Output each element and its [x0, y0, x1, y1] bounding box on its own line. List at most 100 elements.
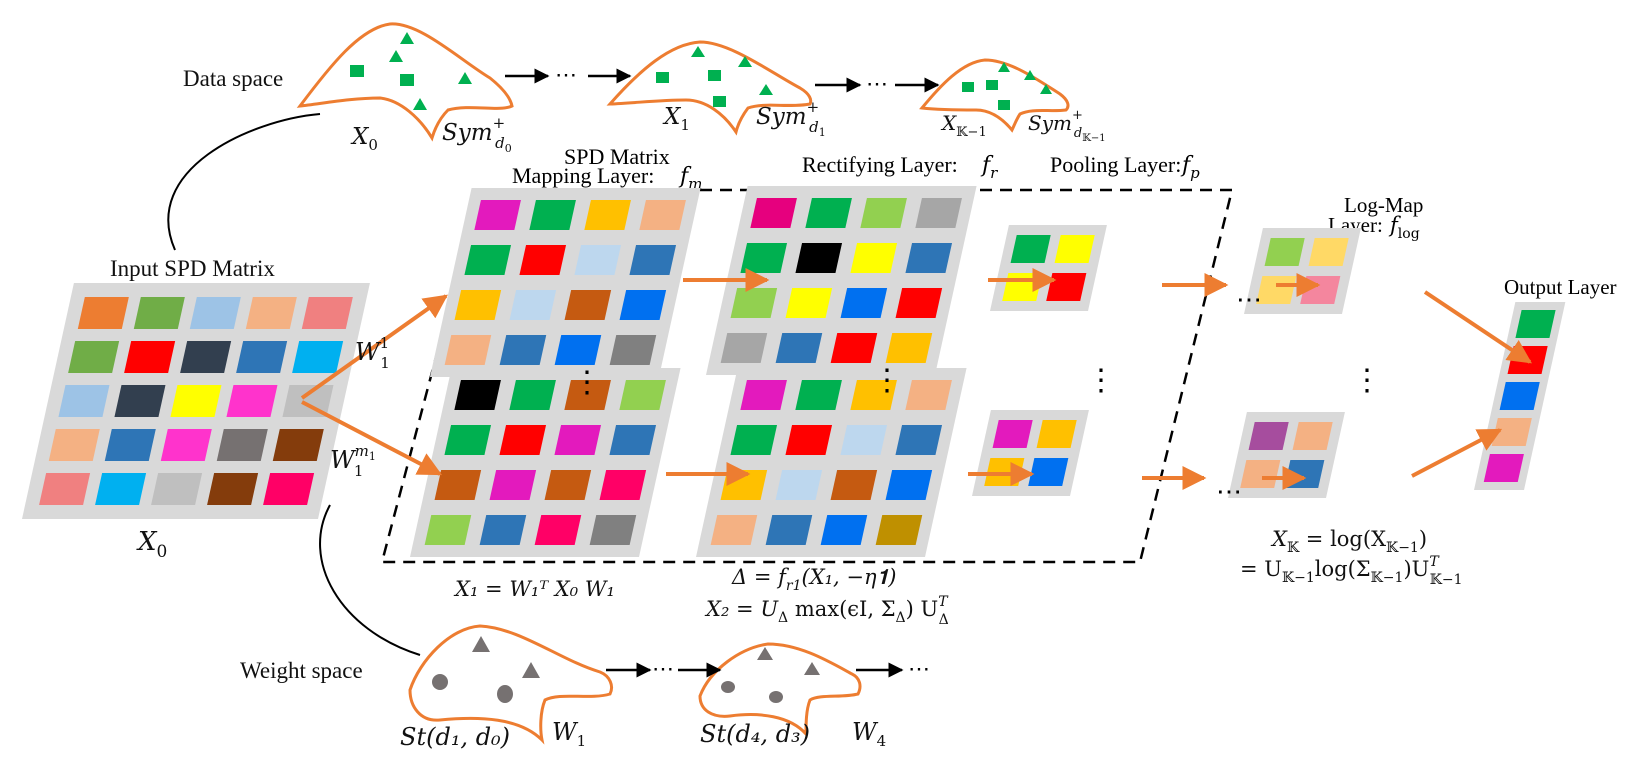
- label-x1-top: X1: [662, 104, 690, 134]
- equation-rectify-1: Δ = fr1(X₁, −η𝟏): [731, 565, 896, 594]
- arrow-logmap-bottom-to-output: [1411, 428, 1503, 478]
- manifold-outline: [919, 58, 1070, 133]
- matrix-panel-background: [706, 186, 977, 375]
- matrix-panel-background: [410, 368, 681, 557]
- matrix-log-bottom: [1228, 412, 1345, 498]
- output-layer-label: Output Layer: [1504, 275, 1617, 299]
- matrix-cell: [639, 200, 686, 230]
- triangle-icon: [804, 662, 820, 675]
- matrix-cell: [104, 429, 156, 461]
- matrix-panels: [22, 186, 1566, 557]
- matrix-cell: [599, 470, 647, 500]
- matrix-cell: [474, 200, 521, 230]
- matrix-cell: [1256, 276, 1297, 304]
- spd-mapping-label-line2: Mapping Layer:: [512, 163, 654, 188]
- matrix-cell: [434, 470, 482, 500]
- matrix-cell: [77, 297, 129, 329]
- square-icon: [400, 74, 414, 86]
- matrix-cell: [1028, 458, 1069, 486]
- label-w1-weight: W1: [552, 718, 586, 750]
- label-sym-dk1: Sym+ d𝕂−1: [1028, 108, 1106, 144]
- matrix-cell: [609, 425, 657, 455]
- matrix-cell: [444, 425, 492, 455]
- matrix-cell: [730, 425, 778, 455]
- matrix-cell: [1264, 238, 1305, 266]
- matrix-pool-bottom: [972, 410, 1089, 496]
- matrix-cell: [875, 515, 923, 545]
- matrix-cell: [830, 333, 878, 363]
- label-xk1-top: X𝕂−1: [940, 111, 987, 140]
- data-space-label: Data space: [183, 66, 283, 91]
- fr-label: fr: [980, 153, 998, 182]
- matrix-cell: [534, 515, 582, 545]
- weight-space-connector: [319, 504, 421, 656]
- matrix-cell: [1284, 460, 1325, 488]
- matrix-cell: [464, 245, 512, 275]
- matrix-cell: [740, 380, 787, 410]
- matrix-map-top: [430, 188, 701, 377]
- triangle-icon: [1024, 70, 1036, 80]
- matrix-cell: [885, 333, 933, 363]
- flow-ellipsis-bottom: ⋯: [1216, 477, 1242, 506]
- label-sym-d0: Sym+ d0: [442, 114, 512, 155]
- logmap-label-line1: Log-Map: [1344, 193, 1423, 217]
- matrix-cell: [454, 380, 501, 410]
- matrix-cell: [795, 380, 842, 410]
- matrix-cell: [68, 341, 120, 373]
- matrix-cell: [499, 335, 547, 365]
- flow-ellipsis-top: ⋯: [1236, 285, 1262, 314]
- matrix-cell: [619, 290, 667, 320]
- matrix-cell: [1248, 422, 1289, 450]
- matrix-cell: [1046, 273, 1087, 301]
- label-w1-1: W1 1: [355, 334, 390, 372]
- vdots-rect: ⋮: [872, 364, 902, 397]
- matrix-cell: [1002, 273, 1043, 301]
- matrix-cell: [850, 380, 897, 410]
- fp-label: fp: [1180, 153, 1200, 182]
- matrix-cell: [740, 243, 788, 273]
- matrix-cell: [519, 245, 567, 275]
- flog-label: flog: [1388, 213, 1420, 242]
- data-space-connector: [167, 113, 321, 251]
- circle-icon: [769, 691, 783, 703]
- matrix-cell: [574, 245, 622, 275]
- weight-ellipsis: ⋯: [652, 656, 674, 681]
- weight-manifold-w1: [408, 624, 614, 745]
- data-ellipsis: ⋯: [866, 71, 888, 96]
- matrix-cell: [216, 429, 268, 461]
- matrix-cell: [509, 290, 557, 320]
- label-w4-weight: W4: [852, 718, 886, 750]
- matrix-cell: [584, 200, 631, 230]
- matrix-cell: [895, 288, 943, 318]
- square-icon: [986, 80, 998, 90]
- matrix-cell: [245, 297, 297, 329]
- equation-log-1: X𝕂 = log(X𝕂−1): [1270, 527, 1427, 556]
- matrix-cell: [236, 341, 288, 373]
- vdots-logmap: ⋮: [1352, 364, 1382, 397]
- matrix-cell: [133, 297, 185, 329]
- matrix-cell: [272, 429, 324, 461]
- matrix-cell: [554, 425, 602, 455]
- matrix-cell: [720, 333, 768, 363]
- circle-icon: [497, 685, 513, 703]
- pooling-layer-label: Pooling Layer:: [1050, 152, 1181, 177]
- matrix-cell: [529, 200, 576, 230]
- matrix-rect-bottom: [696, 368, 967, 557]
- matrix-output: [1474, 302, 1566, 490]
- matrix-cell: [170, 385, 222, 417]
- matrix-cell: [820, 515, 868, 545]
- weight-space-row: Weight space St(d₁, d₀) W1 St(d₄, d₃) W4…: [240, 504, 930, 751]
- matrix-cell: [124, 341, 176, 373]
- layer-labels: Input SPD Matrix SPD Matrix Mapping Laye…: [110, 144, 1617, 299]
- matrix-log-top: [1244, 228, 1361, 314]
- data-manifold-x1: [606, 40, 813, 136]
- matrix-cell: [775, 333, 823, 363]
- matrix-pool-top: [990, 225, 1107, 311]
- matrix-cell: [479, 515, 527, 545]
- matrix-cell: [860, 198, 907, 228]
- matrix-cell: [785, 288, 833, 318]
- matrix-cell: [905, 380, 952, 410]
- matrix-cell: [282, 385, 334, 417]
- matrix-cell: [180, 341, 232, 373]
